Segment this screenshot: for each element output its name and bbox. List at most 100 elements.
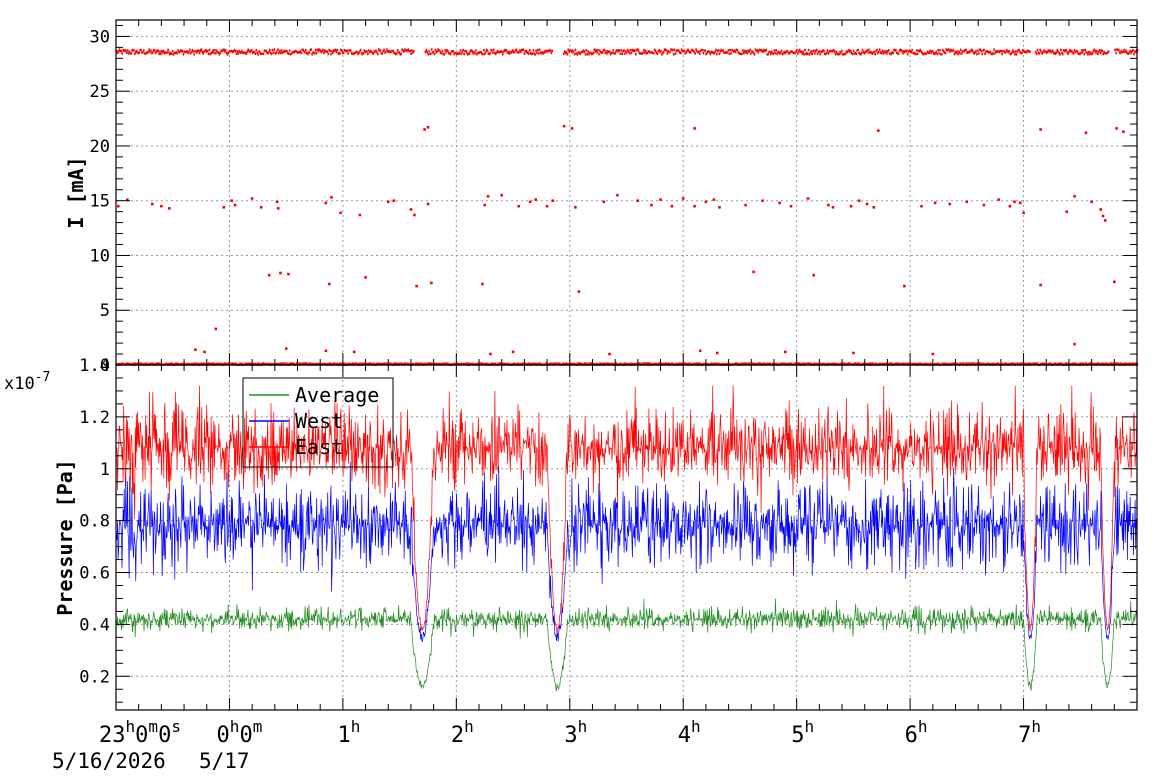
current-point bbox=[857, 199, 861, 202]
x-tick-label: 4h bbox=[678, 717, 701, 748]
current-point bbox=[486, 195, 490, 198]
current-point bbox=[423, 128, 426, 131]
current-point bbox=[982, 203, 986, 207]
x-tick-label: 7h bbox=[1018, 717, 1041, 748]
current-point bbox=[339, 211, 342, 215]
date-label-start: 5/16/2026 bbox=[52, 749, 166, 773]
current-point bbox=[230, 199, 233, 202]
x-tick-label: 6h bbox=[905, 717, 928, 748]
x-tick-unit: m bbox=[253, 717, 263, 736]
current-point bbox=[1084, 131, 1088, 135]
current-point bbox=[415, 284, 418, 288]
current-point bbox=[222, 206, 226, 209]
current-point bbox=[168, 207, 171, 210]
current-point bbox=[602, 200, 606, 204]
current-point bbox=[1113, 280, 1116, 284]
x-tick-unit: s bbox=[171, 717, 181, 736]
pressure-plot-data bbox=[116, 385, 1138, 692]
y-tick-label: 5 bbox=[100, 301, 110, 321]
current-point bbox=[160, 204, 163, 208]
current-point bbox=[716, 351, 719, 355]
y-tick-label: 30 bbox=[90, 27, 110, 47]
current-point bbox=[324, 349, 328, 353]
current-point bbox=[693, 127, 696, 130]
current-point bbox=[250, 197, 254, 200]
x-tick-unit: h bbox=[1031, 717, 1041, 736]
y-tick-label: 0.6 bbox=[79, 564, 110, 584]
x-tick-number: 3 bbox=[564, 723, 577, 748]
current-point bbox=[426, 202, 430, 206]
current-point bbox=[681, 197, 685, 200]
current-point bbox=[704, 200, 708, 204]
legend-box bbox=[242, 377, 394, 468]
pressure-axis-title: Pressure [Pa] bbox=[53, 459, 77, 616]
current-point bbox=[352, 350, 356, 354]
x-tick-number: 23 bbox=[99, 723, 126, 748]
current-point bbox=[784, 350, 787, 354]
current-point bbox=[545, 204, 549, 208]
legend-label-west: West bbox=[295, 409, 343, 433]
current-point bbox=[616, 193, 619, 197]
current-point bbox=[517, 204, 520, 208]
current-band bbox=[424, 48, 554, 56]
y-tick-label: 1.4 bbox=[79, 356, 110, 376]
current-point bbox=[328, 282, 331, 286]
current-point bbox=[778, 201, 781, 205]
x-tick-number: 2 bbox=[451, 723, 464, 748]
current-point bbox=[267, 273, 271, 277]
current-band bbox=[1114, 48, 1139, 56]
x-tick-number: 0 bbox=[135, 723, 148, 748]
current-point bbox=[997, 198, 1000, 201]
current-band bbox=[563, 48, 1031, 56]
current-point bbox=[577, 290, 581, 293]
pressure-line-east bbox=[116, 385, 1138, 635]
current-point bbox=[718, 206, 721, 209]
current-band bbox=[1034, 48, 1110, 56]
current-point bbox=[1065, 210, 1068, 213]
current-point bbox=[1022, 211, 1025, 215]
current-point bbox=[511, 350, 515, 354]
pressure-plot-frame bbox=[115, 364, 1138, 711]
x-tick-number: 5 bbox=[791, 723, 804, 748]
current-point bbox=[126, 198, 129, 201]
current-point bbox=[551, 199, 555, 202]
current-point bbox=[279, 271, 282, 275]
current-point bbox=[831, 206, 835, 209]
pressure-line-average bbox=[116, 598, 1138, 692]
current-point bbox=[358, 213, 362, 217]
x-tick-number: 0 bbox=[217, 723, 230, 748]
y-tick-label: 25 bbox=[90, 82, 110, 102]
current-point bbox=[1103, 219, 1107, 222]
x-tick-unit: h bbox=[126, 717, 136, 736]
x-tick-number: 4 bbox=[678, 723, 691, 748]
current-point bbox=[330, 196, 333, 199]
y-tick-label: 0.2 bbox=[79, 667, 110, 687]
current-point bbox=[948, 202, 952, 206]
x-tick-unit: h bbox=[691, 717, 701, 736]
current-point bbox=[1073, 342, 1076, 346]
current-point bbox=[1073, 195, 1076, 198]
current-point bbox=[1018, 201, 1022, 205]
current-point bbox=[489, 352, 492, 356]
current-point bbox=[965, 200, 969, 204]
pressure-exponent-label: x10-7 bbox=[4, 370, 50, 394]
current-point bbox=[761, 199, 764, 202]
axis-ticks bbox=[115, 20, 1138, 710]
current-point bbox=[562, 124, 566, 128]
y-tick-label: 1.2 bbox=[79, 408, 110, 428]
x-tick-number: 7 bbox=[1018, 723, 1031, 748]
current-point bbox=[233, 203, 237, 207]
current-point bbox=[1039, 128, 1042, 131]
current-point bbox=[670, 204, 674, 208]
y-tick-label: 0.8 bbox=[79, 512, 110, 532]
x-tick-label: 1h bbox=[337, 717, 360, 748]
current-plot-frame bbox=[115, 19, 1138, 366]
current-point bbox=[608, 352, 611, 356]
x-tick-unit: h bbox=[918, 717, 928, 736]
y-tick-label: 0 bbox=[100, 356, 110, 376]
current-point bbox=[693, 204, 696, 208]
current-point bbox=[570, 127, 574, 130]
current-point bbox=[117, 204, 120, 208]
